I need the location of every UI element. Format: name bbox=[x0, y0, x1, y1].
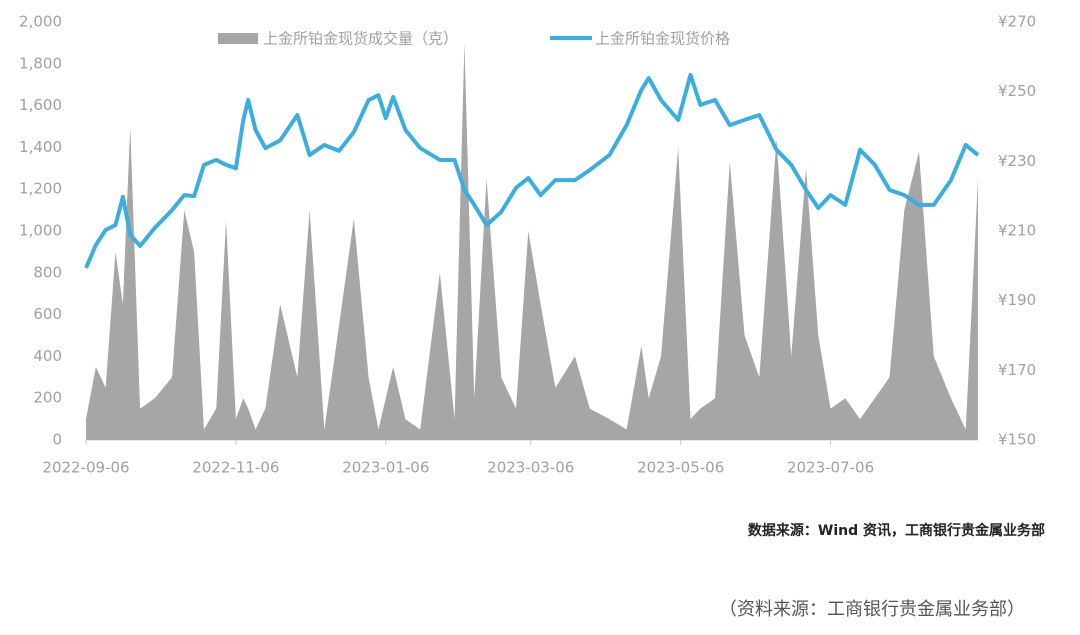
x-tick-label: 2023-03-06 bbox=[487, 459, 574, 477]
y-tick-label: 400 bbox=[33, 347, 62, 365]
volume-area bbox=[86, 42, 978, 441]
y-tick-label: 200 bbox=[33, 389, 62, 407]
y-tick-label: 1,400 bbox=[19, 138, 62, 156]
y-tick-label: 1,600 bbox=[19, 96, 62, 114]
note: （资料来源：工商银行贵金属业务部） bbox=[719, 599, 1025, 620]
y-tick-label: 0 bbox=[52, 431, 62, 449]
y2-tick-label: ¥170 bbox=[998, 361, 1036, 379]
y-tick-label: 800 bbox=[33, 263, 62, 281]
y2-tick-label: ¥190 bbox=[998, 291, 1036, 309]
y2-tick-label: ¥270 bbox=[998, 13, 1036, 31]
x-tick-label: 2023-05-06 bbox=[637, 459, 724, 477]
y-tick-label: 1,200 bbox=[19, 180, 62, 198]
x-tick-label: 2022-09-06 bbox=[42, 459, 129, 477]
price-line bbox=[84, 72, 980, 269]
x-tick-label: 2023-07-06 bbox=[787, 459, 874, 477]
y2-tick-label: ¥210 bbox=[998, 222, 1036, 240]
legend-label: 上金所铂金现货成交量（克） bbox=[263, 30, 458, 48]
x-tick-label: 2023-01-06 bbox=[342, 459, 429, 477]
y-tick-label: 2,000 bbox=[19, 13, 62, 31]
y2-tick-label: ¥250 bbox=[998, 82, 1036, 100]
y2-tick-label: ¥230 bbox=[998, 152, 1036, 170]
legend-swatch bbox=[218, 33, 258, 44]
source: 数据来源：Wind 资讯，工商银行贵金属业务部 bbox=[748, 522, 1045, 539]
y-tick-label: 1,000 bbox=[19, 222, 62, 240]
y-tick-label: 600 bbox=[33, 305, 62, 323]
legend-label: 上金所铂金现货价格 bbox=[595, 30, 730, 48]
x-tick-label: 2022-11-06 bbox=[192, 459, 279, 477]
y2-tick-label: ¥150 bbox=[998, 431, 1036, 449]
y-tick-label: 1,800 bbox=[19, 54, 62, 72]
